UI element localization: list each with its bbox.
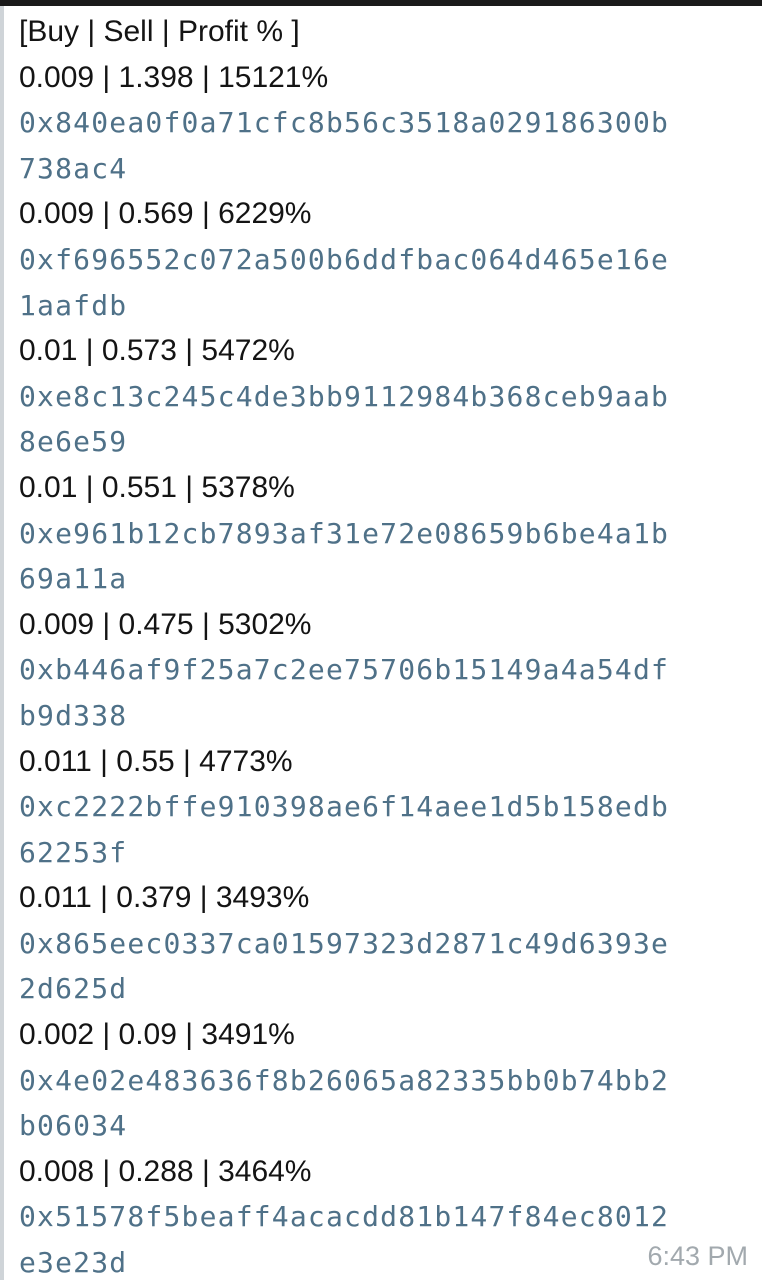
contract-address: 0xe8c13c245c4de3bb9112984b368ceb9aab <box>19 379 670 413</box>
contract-address: 0xb446af9f25a7c2ee75706b15149a4a54df <box>19 653 670 687</box>
trade-stats: 0.011 | 0.55 | 4773% <box>19 744 293 778</box>
contract-address-continued: 62253f <box>19 835 128 869</box>
contract-address-continued: b9d338 <box>19 698 128 732</box>
contract-address: 0x865eec0337ca01597323d2871c49d6393e <box>19 926 670 960</box>
list-item: 0.002 | 0.09 | 3491% 0x4e02e483636f8b260… <box>19 1012 754 1149</box>
trade-stats: 0.01 | 0.573 | 5472% <box>19 334 295 368</box>
list-item: 0.01 | 0.573 | 5472% 0xe8c13c245c4de3bb9… <box>19 328 754 465</box>
list-item: 0.01 | 0.551 | 5378% 0xe961b12cb7893af31… <box>19 465 754 602</box>
message-header: [Buy | Sell | Profit % ] <box>19 15 300 48</box>
list-item: 0.009 | 1.398 | 15121% 0x840ea0f0a71cfc8… <box>19 55 754 192</box>
message-bubble[interactable]: [Buy | Sell | Profit % ] 0.009 | 1.398 |… <box>19 9 754 1286</box>
contract-address-continued: 2d625d <box>19 972 128 1006</box>
contract-address-continued: e3e23d <box>19 1246 128 1280</box>
list-item: 0.009 | 0.475 | 5302% 0xb446af9f25a7c2ee… <box>19 602 754 739</box>
trade-stats: 0.01 | 0.551 | 5378% <box>19 470 295 504</box>
message-timestamp: 6:43 PM <box>647 1241 748 1271</box>
contract-address-continued: 738ac4 <box>19 151 128 185</box>
contract-address: 0xc2222bffe910398ae6f14aee1d5b158edb <box>19 790 670 824</box>
top-bar <box>0 0 762 6</box>
list-item: 0.011 | 0.55 | 4773% 0xc2222bffe910398ae… <box>19 739 754 876</box>
trade-stats: 0.002 | 0.09 | 3491% <box>19 1018 295 1052</box>
list-item: 0.009 | 0.569 | 6229% 0xf696552c072a500b… <box>19 191 754 328</box>
contract-address: 0xf696552c072a500b6ddfbac064d465e16e <box>19 242 670 276</box>
contract-address-continued: 8e6e59 <box>19 425 128 459</box>
contract-address: 0xe961b12cb7893af31e72e08659b6be4a1b <box>19 516 670 550</box>
list-item: 0.008 | 0.288 | 3464% 0x51578f5beaff4aca… <box>19 1149 754 1286</box>
contract-address: 0x840ea0f0a71cfc8b56c3518a029186300b <box>19 106 670 140</box>
contract-address-continued: 69a11a <box>19 562 128 596</box>
contract-address: 0x4e02e483636f8b26065a82335bb0b74bb2 <box>19 1063 670 1097</box>
trade-stats: 0.011 | 0.379 | 3493% <box>19 881 310 915</box>
trade-stats: 0.009 | 1.398 | 15121% <box>19 60 329 94</box>
trade-stats: 0.008 | 0.288 | 3464% <box>19 1154 312 1188</box>
list-item: 0.011 | 0.379 | 3493% 0x865eec0337ca0159… <box>19 875 754 1012</box>
trade-stats: 0.009 | 0.569 | 6229% <box>19 197 312 231</box>
contract-address-continued: 1aafdb <box>19 288 128 322</box>
contract-address: 0x51578f5beaff4acacdd81b147f84ec8012 <box>19 1200 670 1234</box>
contract-address-continued: b06034 <box>19 1109 128 1143</box>
message-bubble-edge <box>0 6 4 1280</box>
trade-stats: 0.009 | 0.475 | 5302% <box>19 607 312 641</box>
